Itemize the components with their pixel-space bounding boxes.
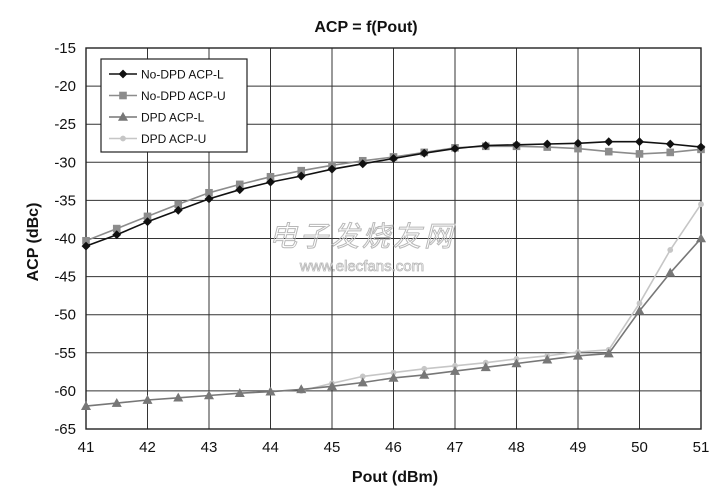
y-tick-label: -65 (54, 421, 76, 438)
data-point (542, 354, 553, 364)
data-point (480, 362, 491, 372)
data-point (142, 394, 153, 404)
data-point (266, 177, 275, 187)
series-line (301, 203, 702, 392)
legend-marker (120, 135, 126, 142)
x-tick-label: 43 (201, 439, 218, 456)
data-point (636, 300, 643, 307)
legend: No-DPD ACP-L No-DPD ACP-U DPD ACP-L DPD ACP… (100, 58, 248, 153)
data-point (604, 147, 613, 156)
y-tick-label: -15 (54, 40, 76, 57)
data-point (665, 267, 676, 277)
data-point (696, 142, 706, 152)
data-point (80, 401, 92, 410)
data-point (572, 350, 584, 360)
data-point (81, 241, 91, 251)
x-tick-label: 46 (385, 439, 402, 456)
data-point (296, 171, 306, 181)
data-point (204, 194, 214, 204)
data-point (635, 150, 644, 158)
legend-item: No-DPD ACP-L (109, 68, 224, 82)
data-point (419, 148, 429, 158)
data-point (667, 247, 674, 253)
y-tick-label: -20 (54, 78, 76, 95)
data-point (203, 390, 215, 400)
legend-item: DPD ACP-L (109, 111, 205, 125)
watermark: 电子发烧友网 www.elecfans.com (268, 220, 456, 276)
data-point (388, 372, 399, 382)
watermark-chinese: 电子发烧友网 (269, 220, 456, 253)
data-point (112, 230, 122, 240)
legend-marker (118, 69, 128, 79)
data-point (450, 144, 460, 154)
y-tick-label: -45 (54, 269, 76, 286)
legend-item: No-DPD ACP-U (109, 89, 226, 103)
data-point (573, 138, 583, 148)
x-axis-ticks: 41 42 43 44 45 46 47 48 49 50 51 (78, 439, 710, 456)
data-point (327, 164, 337, 174)
data-point (265, 386, 276, 396)
y-tick-label: -40 (54, 231, 76, 248)
data-point (542, 139, 552, 149)
legend-marker (117, 111, 129, 121)
data-point (666, 148, 675, 157)
data-point (173, 392, 184, 402)
x-axis-label: Pout (dBm) (352, 469, 438, 486)
y-tick-label: -50 (54, 307, 76, 324)
y-axis-label: ACP (dBc) (25, 203, 42, 282)
series-layer (80, 137, 707, 410)
data-point (603, 348, 614, 358)
data-point (512, 140, 521, 150)
y-tick-label: -60 (54, 383, 76, 400)
watermark-url: www.elecfans.com (299, 258, 424, 275)
series-no-dpd-acp-l (81, 137, 706, 251)
x-tick-label: 47 (447, 439, 464, 456)
x-tick-label: 49 (570, 439, 587, 456)
legend-label: No-DPD ACP-L (141, 68, 224, 82)
data-point (695, 233, 707, 243)
data-point (511, 358, 522, 368)
legend-marker (119, 91, 127, 100)
data-point (389, 154, 398, 163)
x-tick-label: 48 (508, 439, 525, 456)
legend-label: No-DPD ACP-U (141, 89, 226, 103)
x-tick-label: 51 (693, 439, 710, 456)
x-tick-label: 50 (631, 439, 648, 456)
data-point (635, 137, 644, 147)
data-point (698, 201, 704, 208)
series-dpd-acp-l (80, 233, 707, 410)
data-point (449, 365, 461, 375)
legend-label: DPD ACP-L (141, 111, 205, 125)
data-point (326, 381, 338, 391)
y-tick-label: -35 (54, 192, 76, 209)
data-point (173, 205, 183, 215)
data-point (357, 377, 368, 387)
data-point (665, 139, 675, 149)
x-tick-label: 44 (262, 439, 279, 456)
legend-label: DPD ACP-U (141, 132, 206, 146)
x-tick-label: 42 (139, 439, 156, 456)
y-tick-label: -55 (54, 345, 76, 362)
y-tick-label: -30 (54, 154, 76, 171)
data-point (296, 384, 307, 394)
data-point (234, 388, 245, 397)
data-point (604, 137, 614, 147)
x-tick-label: 45 (324, 439, 341, 456)
data-point (481, 141, 491, 150)
chart-title: ACP = f(Pout) (314, 19, 417, 36)
data-point (358, 159, 368, 169)
data-point (235, 185, 245, 195)
data-point (419, 369, 430, 379)
data-point (111, 397, 122, 407)
y-axis-ticks: -15 -20 -25 -30 -35 -40 -45 -50 -55 -60 -65 (54, 40, 76, 438)
legend-item: DPD ACP-U (109, 132, 206, 146)
x-tick-label: 41 (78, 439, 95, 456)
data-point (143, 217, 152, 227)
y-tick-label: -25 (54, 116, 76, 133)
data-point (634, 305, 645, 315)
